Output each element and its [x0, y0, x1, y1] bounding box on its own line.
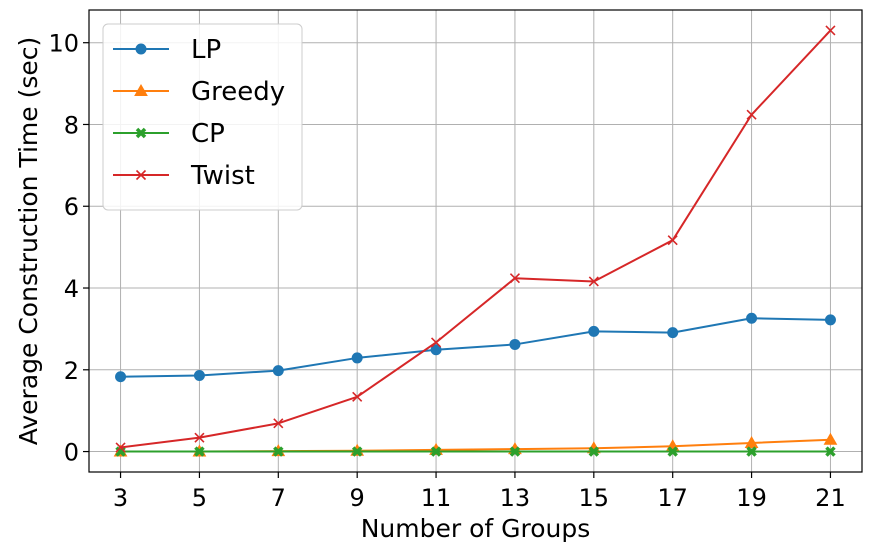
- data-point-cp: [194, 446, 205, 457]
- x-axis-label: Number of Groups: [361, 514, 591, 543]
- data-point-lp: [588, 325, 600, 337]
- legend-marker-lp: [135, 43, 147, 55]
- data-point-twist: [194, 432, 205, 443]
- series-twist: [115, 25, 836, 453]
- data-point-lp: [509, 338, 521, 350]
- legend-item-cp: CP: [113, 119, 225, 149]
- data-point-cp: [825, 446, 836, 457]
- series-lp: [115, 312, 836, 383]
- series-line-twist: [120, 29, 832, 449]
- x-tick-label: 21: [815, 484, 846, 512]
- data-point-lp: [115, 371, 127, 383]
- data-point-twist: [746, 109, 757, 120]
- data-point-lp: [430, 344, 442, 356]
- data-point-lp: [351, 352, 363, 364]
- data-point-twist: [825, 25, 836, 36]
- data-point-cp: [430, 446, 442, 457]
- series-line-lp: [120, 317, 831, 378]
- x-tick-label: 5: [192, 484, 207, 512]
- data-point-cp: [667, 446, 678, 457]
- series-layer: [113, 25, 838, 457]
- x-tick-label: 11: [421, 484, 452, 512]
- data-point-cp: [509, 446, 521, 457]
- legend-item-greedy: Greedy: [113, 77, 285, 107]
- legend-marker-twist: [135, 169, 147, 181]
- data-point-twist: [273, 418, 284, 429]
- data-point-cp: [588, 446, 600, 457]
- x-tick-label: 3: [113, 484, 128, 512]
- data-point-lp: [667, 327, 679, 339]
- data-point-cp: [115, 446, 126, 457]
- series-cp: [115, 446, 836, 457]
- data-point-twist: [588, 276, 599, 287]
- data-point-greedy: [744, 435, 759, 448]
- series-greedy: [113, 432, 838, 457]
- data-point-twist: [115, 442, 126, 453]
- data-point-twist: [667, 235, 678, 246]
- data-point-lp: [193, 370, 205, 382]
- data-point-twist: [430, 337, 442, 348]
- x-tick-label: 13: [500, 484, 531, 512]
- legend-marker-greedy: [134, 83, 148, 96]
- x-tick-label: 7: [271, 484, 286, 512]
- legend-label-lp: LP: [191, 35, 221, 65]
- data-point-cp: [273, 446, 284, 457]
- y-tick-label: 0: [64, 439, 79, 467]
- y-tick-label: 6: [64, 193, 79, 221]
- y-tick-label: 8: [64, 111, 79, 139]
- legend-label-cp: CP: [191, 119, 225, 149]
- legend-label-twist: Twist: [190, 161, 255, 191]
- legend-marker-cp: [135, 127, 147, 139]
- y-tick-label: 10: [48, 30, 79, 58]
- data-point-twist: [352, 391, 363, 402]
- legend-item-lp: LP: [113, 35, 221, 65]
- plot-frame: [88, 9, 863, 473]
- x-tick-label: 19: [736, 484, 767, 512]
- x-tick-label: 9: [350, 484, 365, 512]
- data-point-greedy: [823, 432, 838, 445]
- x-tick-label: 15: [579, 484, 610, 512]
- y-tick-label: 2: [64, 357, 79, 385]
- y-tick-label: 4: [64, 275, 79, 303]
- data-point-cp: [746, 446, 757, 457]
- legend: LP Greedy CP Twist: [102, 23, 303, 211]
- ticks: 3 5 7 9 11 13 15 17 19 21 0 2 4 6 8 10: [48, 30, 845, 512]
- data-point-cp: [351, 446, 363, 457]
- data-point-lp: [746, 312, 758, 324]
- data-point-lp: [824, 314, 836, 326]
- data-point-lp: [272, 365, 284, 377]
- y-axis-label: Average Construction Time (sec): [14, 37, 43, 446]
- series-line-greedy: [120, 438, 831, 453]
- legend-box: [102, 23, 303, 211]
- x-tick-label: 17: [657, 484, 688, 512]
- legend-item-twist: Twist: [113, 161, 255, 191]
- data-point-twist: [509, 273, 521, 284]
- legend-label-greedy: Greedy: [191, 77, 285, 107]
